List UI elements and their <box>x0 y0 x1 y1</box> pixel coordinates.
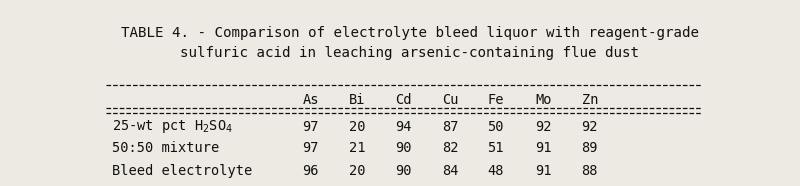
Text: sulfuric acid in leaching arsenic-containing flue dust: sulfuric acid in leaching arsenic-contai… <box>181 46 639 60</box>
Text: 89: 89 <box>582 141 598 155</box>
Text: 20: 20 <box>349 120 366 134</box>
Text: Zn: Zn <box>582 93 598 107</box>
Text: Mo: Mo <box>535 93 551 107</box>
Text: 90: 90 <box>395 141 412 155</box>
Text: 97: 97 <box>302 141 319 155</box>
Text: 92: 92 <box>535 120 551 134</box>
Text: Fe: Fe <box>487 93 504 107</box>
Text: Cu: Cu <box>442 93 458 107</box>
Text: 87: 87 <box>442 120 458 134</box>
Text: 82: 82 <box>442 141 458 155</box>
Text: 91: 91 <box>535 141 551 155</box>
Text: 92: 92 <box>582 120 598 134</box>
Text: Bi: Bi <box>349 93 366 107</box>
Text: Cd: Cd <box>395 93 412 107</box>
Text: 88: 88 <box>582 164 598 178</box>
Text: TABLE 4. - Comparison of electrolyte bleed liquor with reagent-grade: TABLE 4. - Comparison of electrolyte ble… <box>121 26 699 40</box>
Text: 90: 90 <box>395 164 412 178</box>
Text: 84: 84 <box>442 164 458 178</box>
Text: 97: 97 <box>302 120 319 134</box>
Text: 94: 94 <box>395 120 412 134</box>
Text: 25-wt pct H$_2$SO$_4$: 25-wt pct H$_2$SO$_4$ <box>112 118 234 135</box>
Text: 51: 51 <box>487 141 504 155</box>
Text: 96: 96 <box>302 164 319 178</box>
Text: 20: 20 <box>349 164 366 178</box>
Text: 50:50 mixture: 50:50 mixture <box>112 141 220 155</box>
Text: As: As <box>302 93 319 107</box>
Text: 48: 48 <box>487 164 504 178</box>
Text: 91: 91 <box>535 164 551 178</box>
Text: 50: 50 <box>487 120 504 134</box>
Text: Bleed electrolyte: Bleed electrolyte <box>112 164 253 178</box>
Text: 21: 21 <box>349 141 366 155</box>
